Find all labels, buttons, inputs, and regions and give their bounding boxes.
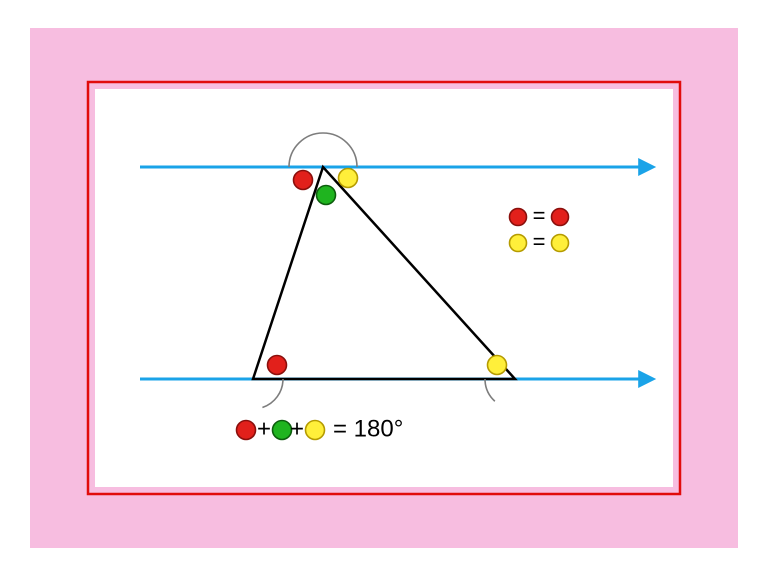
- legend-equals-0: =: [533, 203, 546, 228]
- equation-dot-red: [237, 421, 256, 440]
- legend-dot-left-1: [510, 235, 527, 252]
- equation-dot-green: [273, 421, 292, 440]
- equation-dot-yellow: [306, 421, 325, 440]
- diagram-root: == + + = 180°: [0, 0, 768, 576]
- base-right-dot-yellow: [488, 356, 507, 375]
- equation-plus-2: +: [290, 415, 304, 442]
- equation-result: = 180°: [333, 415, 403, 442]
- apex-dot-yellow: [339, 169, 358, 188]
- legend-equals-1: =: [533, 229, 546, 254]
- base-left-dot-red: [268, 356, 287, 375]
- apex-dot-green: [317, 186, 336, 205]
- legend-dot-right-1: [552, 235, 569, 252]
- equation-plus-1: +: [257, 415, 271, 442]
- diagram-svg: == + + = 180°: [0, 0, 768, 576]
- legend-dot-right-0: [552, 209, 569, 226]
- legend-dot-left-0: [510, 209, 527, 226]
- apex-dot-red: [294, 171, 313, 190]
